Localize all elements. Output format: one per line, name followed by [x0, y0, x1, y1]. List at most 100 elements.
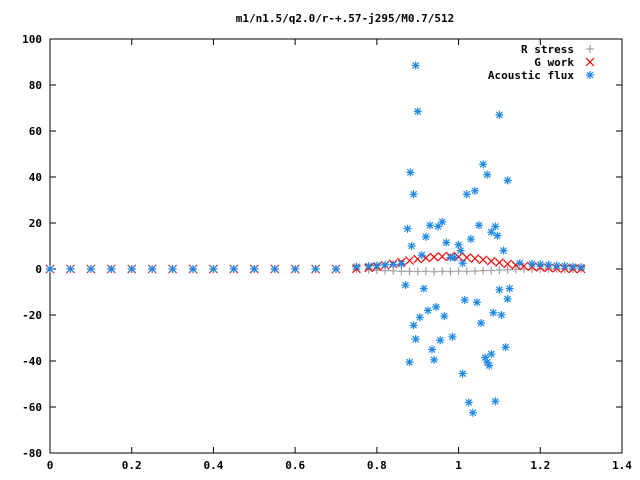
data-point: [487, 266, 496, 275]
data-point: [577, 263, 586, 272]
data-point: [462, 253, 472, 262]
data-point: [487, 228, 496, 237]
data-point: [468, 408, 477, 417]
data-point: [493, 231, 502, 240]
data-point: [503, 265, 512, 274]
data-point: [401, 281, 410, 290]
data-point: [86, 265, 95, 273]
data-point: [291, 265, 300, 273]
data-point: [450, 253, 459, 262]
data-point: [552, 261, 561, 270]
legend-marker: [586, 71, 594, 79]
data-point: [364, 262, 373, 271]
data-point: [430, 355, 439, 364]
data-point: [107, 265, 116, 273]
data-point: [437, 252, 447, 262]
data-point: [189, 265, 197, 273]
data-point: [429, 252, 439, 262]
data-point: [417, 251, 426, 260]
data-point: [458, 369, 467, 378]
data-point: [352, 262, 361, 271]
data-point: [442, 238, 451, 247]
legend-label: G work: [534, 56, 574, 69]
data-point: [475, 221, 483, 230]
y-tick-label: -20: [22, 309, 42, 322]
data-point: [406, 168, 415, 177]
data-points: [45, 61, 586, 417]
data-point: [415, 313, 424, 322]
y-tick-label: 60: [29, 125, 42, 138]
data-point: [430, 267, 439, 276]
y-tick-label: -60: [22, 401, 42, 414]
data-point: [397, 267, 406, 276]
data-point: [462, 267, 471, 276]
data-point: [448, 332, 457, 341]
data-point: [485, 361, 494, 370]
data-point: [454, 240, 463, 249]
y-tick-label: -40: [22, 355, 42, 368]
data-point: [409, 190, 418, 199]
data-point: [440, 312, 449, 321]
data-point: [381, 260, 390, 269]
data-point: [477, 319, 486, 328]
data-point: [503, 259, 513, 269]
data-point: [483, 170, 492, 179]
data-point: [372, 261, 381, 270]
data-point: [432, 302, 441, 311]
data-point: [405, 256, 414, 265]
legend-label: Acoustic flux: [488, 69, 574, 82]
data-point: [458, 259, 467, 268]
data-point: [270, 265, 279, 273]
legend-label: R stress: [521, 43, 574, 56]
data-point: [311, 265, 320, 273]
data-point: [438, 217, 447, 226]
data-point: [560, 262, 569, 271]
plot-frame: [49, 38, 623, 454]
data-point: [568, 262, 577, 271]
data-point: [495, 258, 504, 267]
data-point: [407, 242, 416, 250]
data-point: [229, 265, 238, 273]
y-tick-label: 20: [29, 217, 42, 230]
data-point: [486, 256, 496, 266]
data-point: [491, 397, 500, 406]
data-point: [478, 255, 488, 265]
data-point: [423, 306, 432, 315]
tick-labels: 0 0.2 0.4 0.6 0.8 1 1.2 1.4 -80 -60 -40 -20 0 20 40 60 8…: [22, 33, 632, 472]
legend-marker: [586, 45, 594, 53]
data-point: [470, 253, 480, 263]
data-point: [499, 246, 508, 255]
series-acoustic-flux: [46, 61, 586, 417]
y-tick-label: 40: [29, 171, 42, 184]
data-point: [409, 321, 418, 330]
data-point: [503, 294, 512, 303]
x-tick-label: 1: [455, 459, 462, 472]
data-point: [436, 336, 445, 345]
data-point: [536, 260, 545, 269]
data-point: [66, 265, 75, 273]
data-point: [462, 190, 471, 199]
x-tick-label: 0.6: [285, 459, 305, 472]
data-point: [472, 298, 481, 307]
data-point: [497, 311, 506, 319]
data-point: [411, 61, 420, 70]
data-point: [501, 343, 510, 352]
data-point: [168, 265, 177, 273]
data-point: [127, 265, 136, 273]
data-point: [332, 265, 340, 273]
data-point: [495, 110, 504, 119]
data-point: [503, 176, 512, 185]
data-point: [421, 232, 430, 241]
data-point: [411, 335, 420, 344]
data-point: [209, 265, 218, 273]
data-point: [495, 285, 504, 294]
data-point: [446, 267, 455, 276]
data-point: [425, 221, 434, 230]
legend-marker: [585, 57, 595, 67]
data-point: [487, 350, 496, 359]
x-tick-label: 0.8: [367, 459, 387, 472]
chart-title: m1/n1.5/q2.0/r-+.57-j295/M0.7/512: [236, 12, 455, 25]
data-point: [403, 224, 412, 233]
